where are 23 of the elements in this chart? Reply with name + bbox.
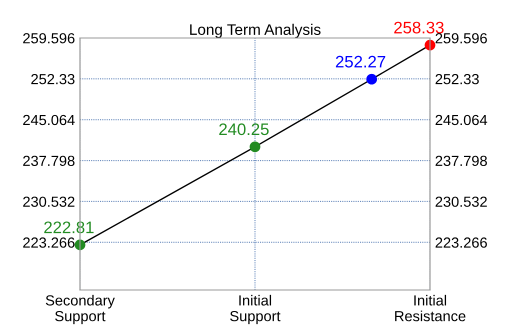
x-tick-label: Initial Support xyxy=(230,294,280,324)
data-label: 252.27 xyxy=(336,56,386,68)
y2-tick-label: 259.596 xyxy=(436,33,487,44)
y-tick-label: 223.266 xyxy=(23,237,75,248)
y-tick-label: 259.596 xyxy=(23,33,75,44)
chart-title: Long Term Analysis xyxy=(190,24,321,38)
data-label: 258.33 xyxy=(394,22,444,34)
point xyxy=(250,141,260,152)
y2-tick-label: 245.064 xyxy=(436,114,488,126)
y2-tick-label: 223.266 xyxy=(436,237,487,248)
data-label: 222.81 xyxy=(44,221,94,234)
y-tick-label: 230.532 xyxy=(23,196,74,207)
y2-tick-label: 252.33 xyxy=(436,74,479,84)
y-tick-label: 252.33 xyxy=(31,74,74,84)
y-tick-label: 245.064 xyxy=(23,114,75,126)
point xyxy=(74,240,86,250)
point xyxy=(366,74,378,85)
x-tick-label: Secondary Support xyxy=(46,294,115,324)
y2-tick-label: 230.532 xyxy=(436,196,487,207)
data-label: 240.25 xyxy=(219,123,269,136)
y2-tick-label: 237.798 xyxy=(436,156,487,166)
y-tick-label: 237.798 xyxy=(23,156,75,166)
x-tick-label: Initial Resistance xyxy=(395,294,466,322)
